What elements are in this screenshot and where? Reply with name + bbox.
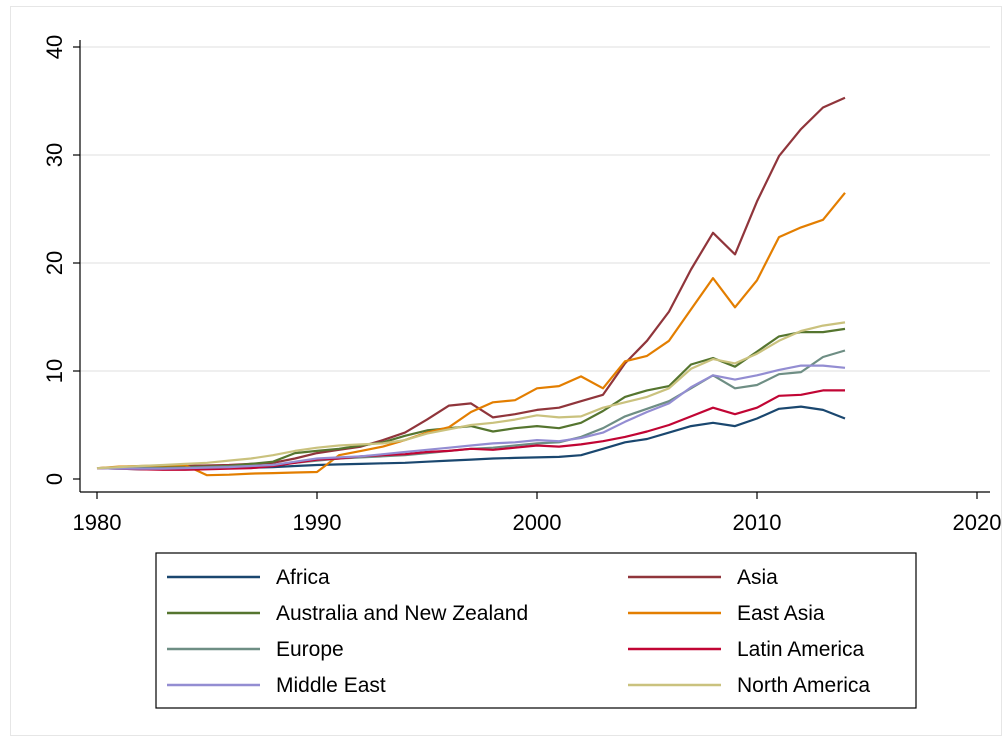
x-tick-label-1980: 1980 — [73, 510, 122, 535]
legend-label-europe: Europe — [276, 638, 344, 661]
legend-label-east-asia: East Asia — [737, 602, 825, 625]
x-tick-label-2020: 2020 — [953, 510, 1002, 535]
legend-label-africa: Africa — [276, 566, 330, 589]
series-lines — [96, 96, 846, 477]
series-line-australia-and-new-zealand — [96, 327, 846, 470]
legend-label-north-america: North America — [737, 674, 870, 697]
legend-label-latin-america: Latin America — [737, 638, 865, 661]
legend-label-asia: Asia — [737, 566, 778, 589]
x-tick-label-1990: 1990 — [293, 510, 342, 535]
series-line-middle-east — [96, 364, 846, 470]
y-tick-label-0: 0 — [42, 473, 67, 485]
axes: 0 10 20 30 40 1980 1990 2000 2010 2020 — [42, 35, 1001, 535]
series-line-europe — [97, 349, 846, 470]
legend-label-australia-and-new-zealand: Australia and New Zealand — [276, 602, 528, 625]
x-tick-label-2000: 2000 — [513, 510, 562, 535]
series-line-east-asia — [96, 192, 846, 477]
legend-box — [155, 552, 917, 709]
y-tick-label-20: 20 — [42, 251, 67, 275]
y-tick-label-30: 30 — [42, 143, 67, 167]
series-line-africa — [96, 405, 846, 471]
legend: Africa Asia Australia and New Zealand East … — [155, 552, 917, 709]
gridlines — [80, 46, 990, 372]
y-tick-label-10: 10 — [42, 359, 67, 383]
y-tick-label-40: 40 — [42, 35, 67, 59]
series-line-latin-america — [96, 389, 845, 471]
series-line-north-america — [96, 321, 846, 470]
legend-label-middle-east: Middle East — [276, 674, 386, 697]
x-tick-label-2010: 2010 — [733, 510, 782, 535]
